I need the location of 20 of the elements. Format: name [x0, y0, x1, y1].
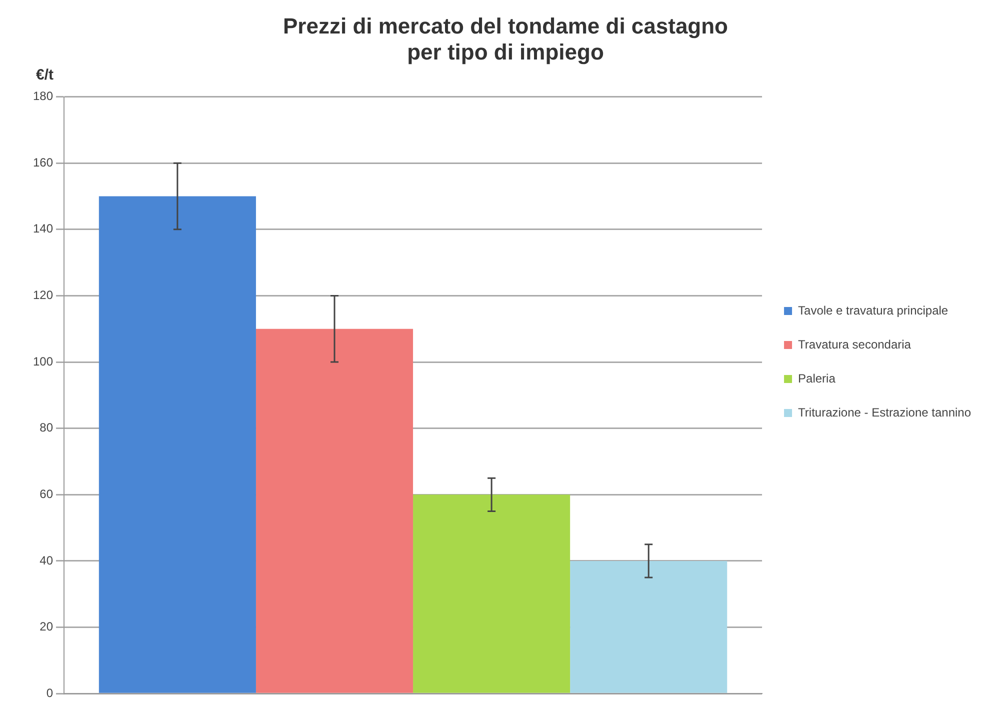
y-tick-label: 180 — [32, 89, 54, 104]
y-tick-label: 60 — [40, 486, 54, 501]
legend-label: Triturazione - Estrazione tannino — [798, 405, 972, 420]
y-tick-label: 40 — [40, 553, 54, 568]
chart-title: Prezzi di mercato del tondame di castagno per tipo di impiego — [283, 13, 728, 65]
bar — [256, 328, 414, 693]
legend-label: Paleria — [798, 371, 836, 386]
bar — [98, 196, 256, 693]
y-tick-label: 120 — [32, 288, 54, 302]
y-tick-label: 100 — [32, 354, 54, 368]
y-axis-title: €/t — [36, 66, 54, 84]
bar — [413, 494, 570, 693]
legend-label: Tavole e travatura principale — [798, 303, 948, 318]
y-tick-label: 160 — [32, 155, 54, 170]
y-tick-label: 80 — [40, 420, 54, 435]
legend-label: Travatura secondaria — [798, 337, 912, 352]
bar — [570, 560, 728, 693]
y-tick-label: 140 — [32, 222, 54, 236]
y-tick-label: 0 — [46, 686, 54, 700]
y-tick-label: 20 — [40, 620, 54, 634]
